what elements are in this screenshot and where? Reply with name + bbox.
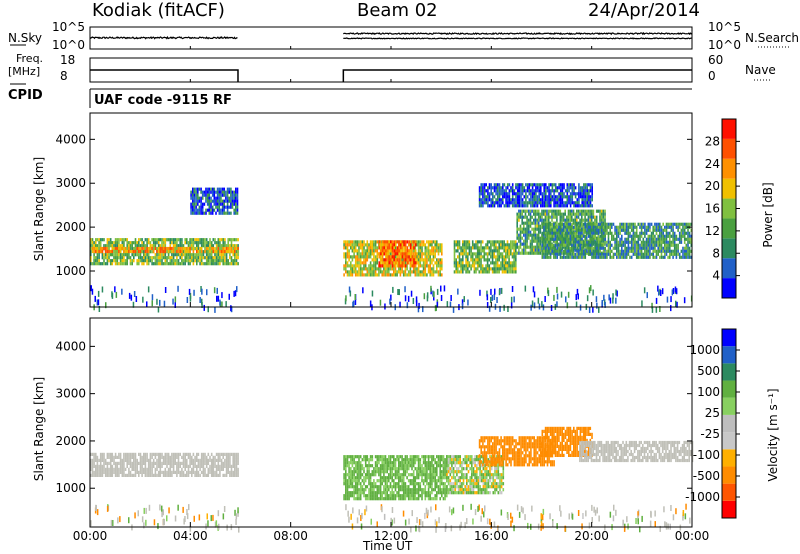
velocity-colorbar-swatch-3 [722,449,736,467]
nave-tick-low: 0 [708,69,716,83]
freq-line-late [342,69,692,82]
power-colorbar-tick-6: 28 [705,134,720,148]
velocity-colorbar-tick-7: 1000 [689,343,720,357]
power-colorbar-title: Power [dB] [761,182,775,248]
velocity-colorbar-frame [721,328,737,519]
velocity-colorbar-tick-0: -1000 [685,490,720,504]
velocity-colorbar-swatch-4 [722,432,736,450]
velocity-colorbar-tick-4: 25 [705,406,720,420]
velocity-panel-region-4 [541,426,593,457]
power-colorbar-swatch-4 [722,198,736,219]
velocity-panel-ytick-3: 4000 [55,339,86,353]
power-colorbar-swatch-6 [722,158,736,179]
beam-title: Beam 02 [357,0,438,21]
power-panel-ytick-2: 3000 [55,176,86,190]
power-colorbar-tick-1: 8 [712,246,720,260]
power-panel-ytick-3: 4000 [55,132,86,146]
power-panel-ytick-0: 1000 [55,264,86,278]
power-panel-region-7 [541,222,693,259]
power-panel-ytick-1: 2000 [55,220,86,234]
power-colorbar-tick-0: 4 [712,269,720,283]
velocity-ylabel: Slant Range [km] [32,376,46,482]
freq-label-unit: [MHz] [8,65,41,78]
nave-label: Nave [745,63,776,77]
x-tick-5: 20:00 [574,529,609,543]
power-colorbar-swatch-8 [722,119,736,139]
velocity-colorbar-tick-1: -500 [693,469,720,483]
power-colorbar-swatch-3 [722,218,736,239]
velocity-colorbar-tick-3: -25 [700,427,720,441]
x-tick-3: 12:00 [374,529,409,543]
x-tick-4: 16:00 [474,529,509,543]
velocity-panel-ytick-2: 3000 [55,387,86,401]
x-tick-0: 00:00 [73,529,108,543]
freq-nave-trace [90,69,692,82]
power-colorbar-swatch-7 [722,138,736,159]
power-colorbar-tick-2: 12 [705,224,720,238]
power-colorbar-swatch-0 [722,278,736,298]
nsearch-tick-high: 10^5 [708,20,741,34]
nave-tick-high: 60 [708,53,724,67]
power-panel-region-4 [378,240,417,268]
velocity-colorbar-swatch-7 [722,380,736,398]
velocity-colorbar-tick-6: 500 [697,364,720,378]
velocity-panel [89,317,694,533]
date-title: 24/Apr/2014 [588,0,700,21]
nsky-tick-high: 10^5 [52,20,85,34]
freq-label-top: Freq. [16,52,44,65]
velocity-colorbar-title: Velocity [m s⁻¹] [766,388,780,482]
velocity-panel-ytick-1: 2000 [55,434,86,448]
velocity-colorbar-swatch-9 [722,346,736,364]
x-tick-2: 08:00 [273,529,308,543]
power-panel-region-2 [190,187,239,215]
velocity-colorbar-swatch-1 [722,483,736,501]
nsky-line-late [343,31,693,36]
power-colorbar-swatch-5 [722,178,736,199]
nsky-tick-low: 10^0 [52,38,85,52]
cpid-text: UAF code -9115 RF [94,93,232,108]
velocity-colorbar-swatch-0 [722,500,736,518]
x-tick-1: 04:00 [173,529,208,543]
velocity-panel-ytick-0: 1000 [55,481,86,495]
x-axis-label: Time UT [363,539,413,553]
power-colorbar-tick-4: 20 [705,179,720,193]
power-panel-noise [90,285,693,313]
velocity-colorbar-swatch-6 [722,397,736,415]
power-panel [89,112,693,313]
nsearch-line-late [343,37,692,40]
nsky-label: N.Sky [8,31,43,45]
cpid-label: CPID [8,88,43,103]
power-colorbar-tick-3: 16 [705,202,720,216]
velocity-panel-region-0 [90,452,239,477]
nsky-trace [89,31,693,40]
station-title: Kodiak (fitACF) [92,0,225,21]
velocity-colorbar-swatch-5 [722,414,736,433]
power-panel-region-8 [478,183,593,208]
nsearch-tick-low: 10^0 [708,38,741,52]
power-panel-region-1 [90,246,239,254]
power-colorbar-swatch-1 [722,258,736,279]
freq-line-early [90,69,239,82]
power-colorbar [721,118,740,299]
power-ylabel: Slant Range [km] [32,156,46,262]
velocity-panel-region-1 [343,455,448,501]
velocity-colorbar-swatch-2 [722,466,736,484]
nsearch-label: N.Search [745,31,800,45]
velocity-colorbar [721,328,740,519]
power-colorbar-swatch-2 [722,238,736,259]
power-colorbar-tick-5: 24 [705,157,720,171]
freq-tick-high: 18 [60,53,76,67]
nsky-line-early [89,35,238,40]
velocity-colorbar-swatch-8 [722,363,736,381]
velocity-panel-region-5 [579,440,694,463]
velocity-colorbar-tick-5: 100 [697,385,720,399]
power-panel-region-5 [453,240,517,274]
x-tick-6: 00:00 [675,529,710,543]
velocity-panel-noise [90,503,691,533]
velocity-colorbar-swatch-10 [722,329,736,347]
velocity-colorbar-tick-2: -100 [693,448,720,462]
freq-tick-low: 8 [60,69,68,83]
